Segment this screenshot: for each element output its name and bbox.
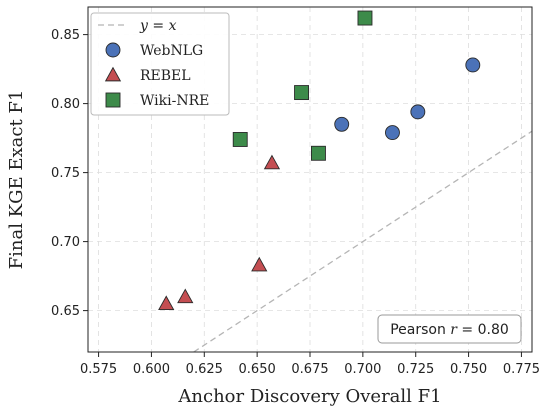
point-wiki-nre	[294, 85, 309, 101]
annotation-prefix: Pearson	[390, 322, 450, 338]
legend-swatch-webnlg	[105, 42, 121, 58]
x-axis-title: Anchor Discovery Overall F1	[177, 386, 441, 407]
y-tick-label: 0.75	[51, 166, 80, 181]
legend-label-wiki-nre: Wiki-NRE	[140, 93, 209, 109]
y-tick-label: 0.85	[51, 28, 80, 43]
annotation-text: Pearson r = 0.80	[390, 322, 509, 338]
legend-box	[90, 12, 230, 116]
point-webnlg	[385, 125, 400, 141]
legend-ref-var-x: x	[169, 18, 177, 34]
x-tick-label: 0.750	[450, 362, 487, 377]
legend-label-webnlg: WebNLG	[140, 43, 203, 59]
x-axis-ticks: 0.575 0.600 0.625 0.650 0.675 0.700 0.725 0.750…	[80, 352, 540, 377]
x-tick-label: 0.725	[397, 362, 434, 377]
x-tick-label: 0.775	[503, 362, 540, 377]
point-wiki-nre	[357, 10, 373, 26]
y-axis-ticks: 0.65 0.70 0.75 0.80 0.85	[51, 28, 88, 319]
point-webnlg	[465, 57, 481, 73]
y-tick-label: 0.65	[51, 304, 80, 319]
y-axis-title: Final KGE Exact F1	[6, 90, 27, 270]
annotation-var: r	[450, 322, 458, 338]
x-tick-label: 0.700	[344, 362, 381, 377]
reference-line-y-equals-x	[193, 130, 533, 353]
legend-series-entries: WebNLG REBEL Wiki-NRE	[104, 42, 209, 109]
pearson-annotation: Pearson r = 0.80	[377, 314, 522, 344]
legend-swatch-wiki-nre	[105, 92, 121, 108]
annotation-suffix: = 0.80	[457, 322, 509, 338]
point-wiki-nre	[232, 132, 248, 147]
point-webnlg	[410, 104, 426, 120]
x-tick-label: 0.650	[239, 362, 276, 377]
legend-swatch-rebel	[104, 66, 122, 82]
data-points	[158, 10, 481, 311]
point-rebel	[158, 295, 175, 311]
y-tick-label: 0.80	[51, 97, 80, 112]
point-rebel	[263, 154, 281, 170]
x-tick-label: 0.675	[291, 362, 328, 377]
legend-label-reference: y = x	[139, 18, 177, 34]
annotation-box	[377, 314, 522, 344]
x-tick-label: 0.600	[133, 362, 170, 377]
legend-ref-eq: =	[148, 18, 169, 34]
point-wiki-nre	[311, 145, 326, 161]
point-webnlg	[334, 116, 350, 132]
x-tick-label: 0.625	[186, 362, 223, 377]
legend-label-rebel: REBEL	[140, 68, 191, 84]
point-rebel	[177, 288, 194, 304]
legend-ref-var-y: y	[139, 18, 149, 34]
x-tick-label: 0.575	[80, 362, 117, 377]
point-rebel	[251, 256, 268, 272]
y-tick-label: 0.70	[51, 235, 80, 250]
legend: y = x WebNLG REBEL Wiki-NRE	[90, 12, 230, 116]
